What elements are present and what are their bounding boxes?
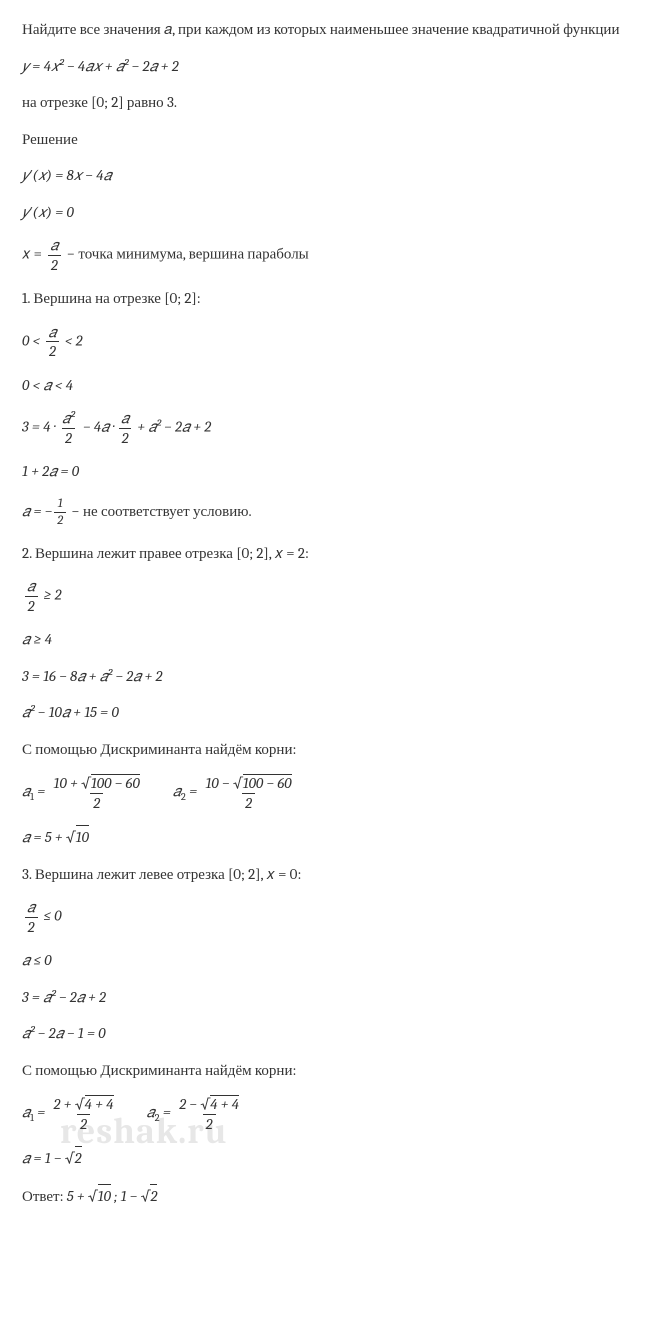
case-3-header: 3. Вершина лежит левее отрезка [0; 2], 𝑥… [22,863,628,886]
problem-statement-2: на отрезке [0; 2] равно 3. [22,91,628,114]
vertex-point: 𝑥 = 𝑎2 − точка минимума, вершина парабол… [22,237,628,273]
case-2-inequality-1: 𝑎2 ≥ 2 [22,578,628,614]
case-2-root-1: 𝑎1 = 10 + 100 − 602 [22,774,145,811]
discriminant-text-2: С помощью Дискриминанта найдём корни: [22,1059,628,1082]
discriminant-text-1: С помощью Дискриминанта найдём корни: [22,738,628,761]
case-2-result: 𝑎 = 5 + 10 [22,825,628,849]
case-2-equation: 3 = 16 − 8𝑎 + 𝑎² − 2𝑎 + 2 [22,665,628,688]
case-2-header: 2. Вершина лежит правее отрезка [0; 2], … [22,542,628,565]
case-3-equation: 3 = 𝑎² − 2𝑎 + 2 [22,986,628,1009]
problem-formula: 𝑦 = 4𝑥² − 4𝑎𝑥 + 𝑎² − 2𝑎 + 2 [22,55,628,78]
case-1-header: 1. Вершина на отрезке [0; 2]: [22,287,628,310]
derivative-2: 𝑦′(𝑥) = 0 [22,201,628,224]
case-3-inequality-2: 𝑎 ≤ 0 [22,949,628,972]
case-2-inequality-2: 𝑎 ≥ 4 [22,628,628,651]
case-1-inequality-2: 0 < 𝑎 < 4 [22,374,628,397]
case-1-result: 𝑎 = −12 − не соответствует условию. [22,497,628,528]
case-1-simplify: 1 + 2𝑎 = 0 [22,460,628,483]
case-2-roots: 𝑎1 = 10 + 100 − 602 𝑎2 = 10 − 100 − 602 [22,774,628,811]
case-2-root-2: 𝑎2 = 10 − 100 − 602 [173,774,297,811]
case-3-result: 𝑎 = 1 − 2 [22,1146,628,1170]
derivative-1: 𝑦′(𝑥) = 8𝑥 − 4𝑎 [22,164,628,187]
case-3-quadratic: 𝑎² − 2𝑎 − 1 = 0 [22,1022,628,1045]
solution-label: Решение [22,128,628,151]
answer: Ответ: 5 + 10 ; 1 − 2 [22,1184,628,1208]
case-3-root-2: 𝑎2 = 2 − 4 + 42 [147,1095,245,1132]
case-1-inequality-1: 0 < 𝑎2 < 2 [22,324,628,360]
case-3-roots: 𝑎1 = 2 + 4 + 42 𝑎2 = 2 − 4 + 42 [22,1095,628,1132]
problem-statement-1: Найдите все значения 𝑎, при каждом из ко… [22,18,628,41]
case-3-inequality-1: 𝑎2 ≤ 0 [22,899,628,935]
case-3-root-1: 𝑎1 = 2 + 4 + 42 [22,1095,119,1132]
case-2-quadratic: 𝑎² − 10𝑎 + 15 = 0 [22,701,628,724]
case-1-equation: 3 = 4 · 𝑎²2 − 4𝑎 · 𝑎2 + 𝑎² − 2𝑎 + 2 [22,410,628,446]
